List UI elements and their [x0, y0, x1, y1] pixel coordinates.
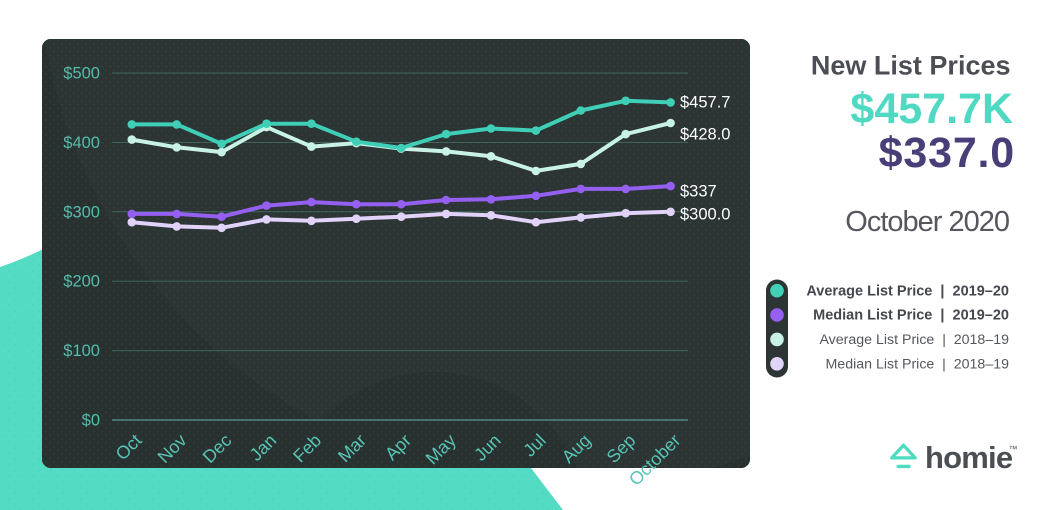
svg-text:$457.7K: $457.7K [850, 85, 1013, 133]
svg-text:$100: $100 [63, 342, 100, 360]
svg-text:™: ™ [1009, 444, 1018, 454]
svg-text:$428.0: $428.0 [680, 126, 730, 144]
svg-text:$200: $200 [63, 273, 100, 291]
svg-text:$500: $500 [63, 65, 100, 83]
svg-text:$337: $337 [680, 183, 717, 201]
svg-text:$457.7: $457.7 [680, 94, 730, 112]
svg-text:$400: $400 [63, 134, 100, 152]
svg-text:$337.0: $337.0 [879, 129, 1015, 177]
svg-text:$0: $0 [82, 412, 100, 430]
svg-text:$300: $300 [63, 203, 100, 221]
svg-text:New List Prices: New List Prices [811, 51, 1011, 81]
svg-text:Median List Price | 2019–20: Median List Price | 2019–20 [813, 308, 1009, 324]
svg-text:October 2020: October 2020 [845, 206, 1009, 238]
svg-text:$300.0: $300.0 [680, 206, 730, 224]
svg-text:Median List Price | 2018–19: Median List Price | 2018–19 [825, 357, 1009, 373]
svg-text:homie: homie [925, 440, 1013, 475]
svg-text:Average List Price | 2018–19: Average List Price | 2018–19 [819, 332, 1009, 348]
svg-text:Average List Price | 2019–20: Average List Price | 2019–20 [806, 283, 1009, 299]
